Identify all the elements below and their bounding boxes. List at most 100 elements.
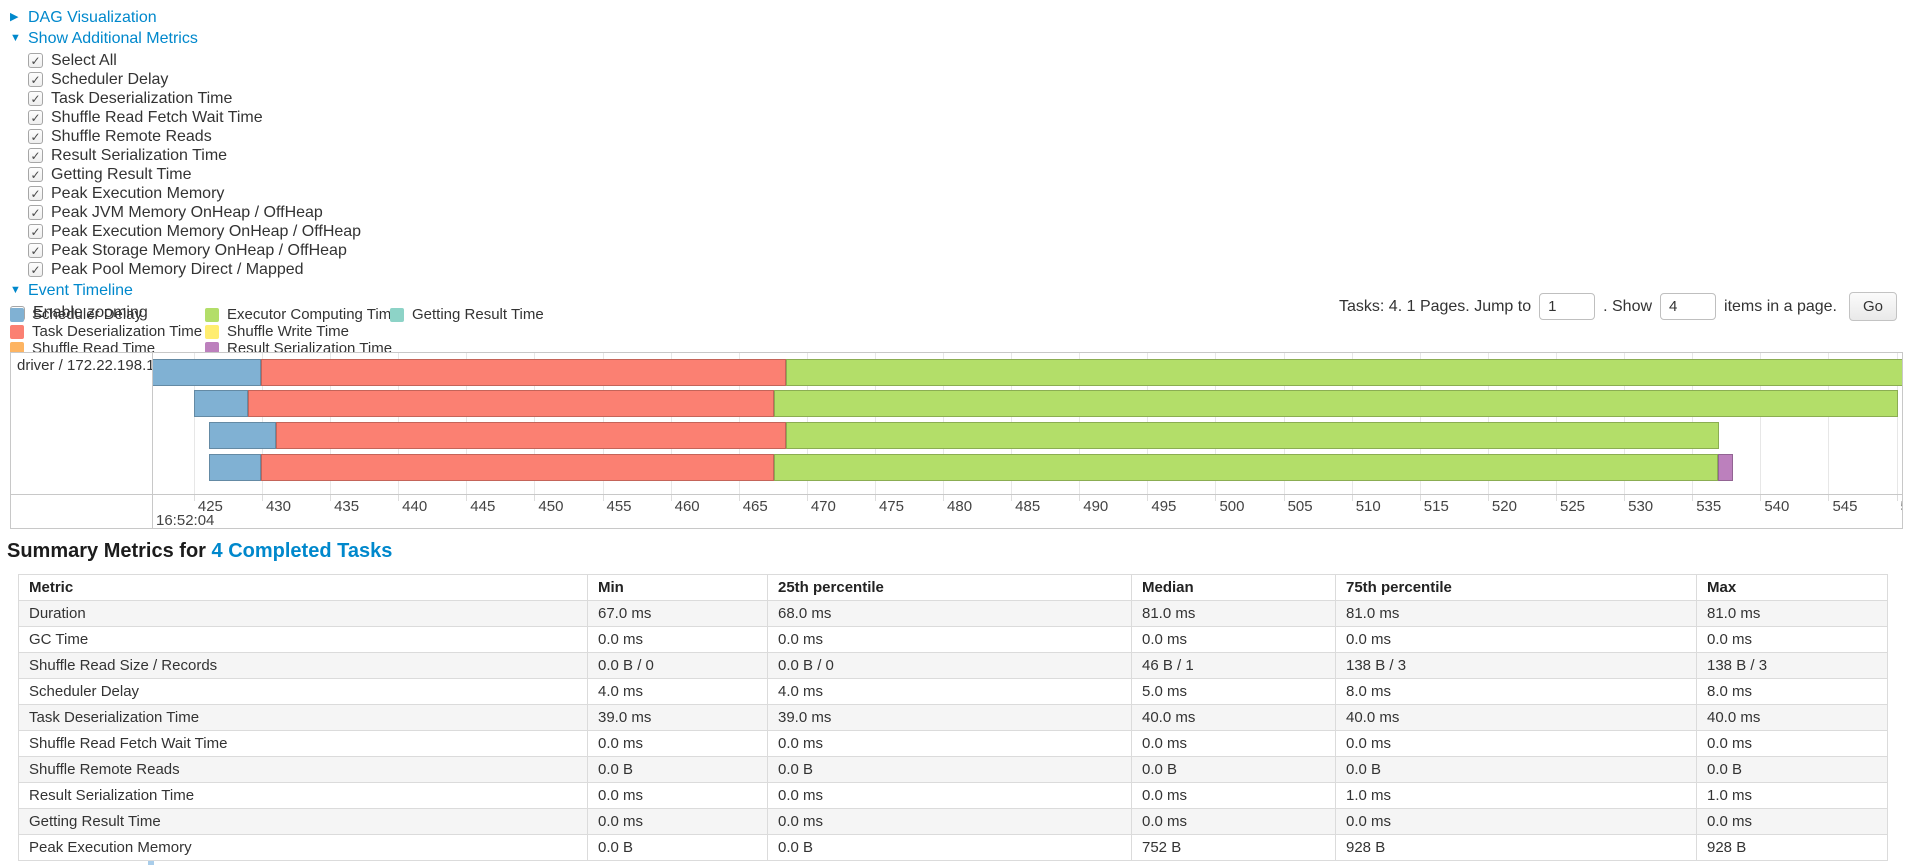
metric-checkbox-item: Peak Execution Memory bbox=[28, 184, 361, 203]
show-additional-metrics-toggle[interactable]: ▼ Show Additional Metrics bbox=[10, 29, 361, 48]
tick-label-455: 455 bbox=[606, 498, 632, 515]
show-additional-metrics-link[interactable]: Show Additional Metrics bbox=[28, 30, 198, 47]
metric-value-cell: 81.0 ms bbox=[1696, 600, 1888, 627]
tick-label-460: 460 bbox=[674, 498, 700, 515]
dag-visualization-toggle[interactable]: ▶ DAG Visualization bbox=[10, 8, 361, 27]
table-row-scheduler-delay: Scheduler Delay 4.0 ms 4.0 ms 5.0 ms 8.0 ms 8… bbox=[18, 678, 1888, 705]
tick-label-550: 550 bbox=[1901, 498, 1902, 515]
segment-scheduler-delay[interactable] bbox=[208, 454, 261, 481]
checkbox-task-deserialization-time[interactable] bbox=[28, 91, 43, 106]
tick-label-505: 505 bbox=[1287, 498, 1313, 515]
jump-to-page-input[interactable] bbox=[1539, 293, 1596, 320]
metric-name-cell: Getting Result Time bbox=[18, 808, 588, 835]
segment-scheduler-delay[interactable] bbox=[193, 390, 249, 417]
enable-zooming-label: Enable zooming bbox=[33, 304, 148, 321]
tick-label-465: 465 bbox=[742, 498, 768, 515]
checkbox-label-peak-pool-memory-direct-mapped: Peak Pool Memory Direct / Mapped bbox=[51, 260, 304, 278]
metric-value-cell: 0.0 ms bbox=[1131, 782, 1336, 809]
tick-label-440: 440 bbox=[402, 498, 428, 515]
metric-value-cell: 752 B bbox=[1131, 834, 1336, 861]
checkbox-peak-jvm-memory-onheap-offheap[interactable] bbox=[28, 205, 43, 220]
metric-value-cell: 40.0 ms bbox=[1335, 704, 1697, 731]
metric-checkbox-item: Peak Execution Memory OnHeap / OffHeap bbox=[28, 222, 361, 241]
tick-label-475: 475 bbox=[878, 498, 904, 515]
table-row-shuffle-read-fetch-wait-time: Shuffle Read Fetch Wait Time 0.0 ms 0.0 ms… bbox=[18, 730, 1888, 757]
items-per-page-input[interactable] bbox=[1660, 293, 1717, 320]
checkbox-select-all[interactable] bbox=[28, 53, 43, 68]
metric-name-cell: Scheduler Delay bbox=[18, 678, 588, 705]
metric-value-cell: 928 B bbox=[1335, 834, 1697, 861]
segment-task-deserialization-time[interactable] bbox=[260, 454, 775, 481]
metric-value-cell: 81.0 ms bbox=[1335, 600, 1697, 627]
metric-value-cell: 8.0 ms bbox=[1335, 678, 1697, 705]
tickmark-505 bbox=[1283, 495, 1285, 501]
event-timeline-toggle[interactable]: ▼ Event Timeline bbox=[10, 281, 361, 300]
gridline-540 bbox=[1760, 353, 1762, 494]
metric-name-cell: Duration bbox=[18, 600, 588, 627]
tick-label-530: 530 bbox=[1628, 498, 1654, 515]
tickmark-475 bbox=[874, 495, 876, 501]
timeline-legend: Scheduler Delay Task Deserialization Time… bbox=[10, 306, 630, 358]
tick-label-435: 435 bbox=[334, 498, 360, 515]
table-row-result-serialization-time: Result Serialization Time 0.0 ms 0.0 ms 0.0… bbox=[18, 782, 1888, 809]
checkbox-getting-result-time[interactable] bbox=[28, 167, 43, 182]
metric-value-cell: 0.0 ms bbox=[1131, 808, 1336, 835]
segment-task-deserialization-time[interactable] bbox=[248, 390, 775, 417]
checkbox-result-serialization-time[interactable] bbox=[28, 148, 43, 163]
metric-name-cell: Task Deserialization Time bbox=[18, 704, 588, 731]
checkbox-scheduler-delay[interactable] bbox=[28, 72, 43, 87]
metric-value-cell: 5.0 ms bbox=[1131, 678, 1336, 705]
checkbox-peak-execution-memory-onheap-offheap[interactable] bbox=[28, 224, 43, 239]
legend-label: Shuffle Write Time bbox=[227, 323, 349, 340]
segment-executor-computing-time[interactable] bbox=[786, 422, 1720, 449]
segment-executor-computing-time[interactable] bbox=[786, 359, 1902, 386]
tickmark-525 bbox=[1556, 495, 1557, 501]
segment-scheduler-delay[interactable] bbox=[208, 422, 276, 449]
collapsed-arrow-icon: ▶ bbox=[10, 11, 19, 23]
segment-task-deserialization-time[interactable] bbox=[260, 359, 787, 386]
legend-column: Scheduler Delay Task Deserialization Time… bbox=[10, 306, 202, 357]
segment-executor-computing-time[interactable] bbox=[774, 454, 1719, 481]
tick-label-545: 545 bbox=[1832, 498, 1858, 515]
segment-scheduler-delay[interactable] bbox=[153, 359, 261, 386]
tick-label-510: 510 bbox=[1355, 498, 1381, 515]
timeline-group-label: driver / 172.22.198.104 bbox=[11, 353, 153, 494]
tickmark-530 bbox=[1624, 495, 1626, 501]
legend-label: Task Deserialization Time bbox=[32, 323, 203, 340]
checkbox-shuffle-remote-reads[interactable] bbox=[28, 129, 43, 144]
completed-tasks-link[interactable]: 4 Completed Tasks bbox=[211, 540, 393, 562]
column-header-75th-percentile: 75th percentile bbox=[1335, 574, 1697, 601]
tick-label-535: 535 bbox=[1696, 498, 1722, 515]
segment-result-serialization-time[interactable] bbox=[1718, 454, 1734, 481]
metric-value-cell: 0.0 ms bbox=[767, 808, 1132, 835]
metric-name-cell: Shuffle Remote Reads bbox=[18, 756, 588, 783]
table-row-task-deserialization-time: Task Deserialization Time 39.0 ms 39.0 ms 4… bbox=[18, 704, 1888, 731]
tick-label-520: 520 bbox=[1491, 498, 1517, 515]
legend-label: Executor Computing Time bbox=[227, 306, 400, 323]
legend-label: Scheduler Delay bbox=[32, 306, 143, 323]
metric-name-cell: Result Serialization Time bbox=[18, 782, 588, 809]
metric-value-cell: 39.0 ms bbox=[767, 704, 1132, 731]
legend-item-getting-result-time: Getting Result Time bbox=[390, 306, 544, 323]
dag-visualization-link[interactable]: DAG Visualization bbox=[28, 9, 157, 26]
event-timeline-link[interactable]: Event Timeline bbox=[28, 282, 133, 299]
checkbox-shuffle-read-fetch-wait-time[interactable] bbox=[28, 110, 43, 125]
tickmark-490 bbox=[1079, 495, 1081, 501]
summary-heading-prefix: Summary Metrics for bbox=[7, 540, 212, 562]
metric-value-cell: 81.0 ms bbox=[1131, 600, 1336, 627]
timeline-axis: 16:52:04 425 430 435 440 445 450 455 460 465 470 4… bbox=[153, 495, 1902, 528]
checkbox-peak-execution-memory[interactable] bbox=[28, 186, 43, 201]
checkbox-peak-storage-memory-onheap-offheap[interactable] bbox=[28, 243, 43, 258]
tickmark-535 bbox=[1692, 495, 1694, 501]
metric-value-cell: 0.0 B / 0 bbox=[767, 652, 1132, 679]
segment-executor-computing-time[interactable] bbox=[774, 390, 1898, 417]
segment-task-deserialization-time[interactable] bbox=[275, 422, 787, 449]
go-button[interactable]: Go bbox=[1848, 292, 1897, 321]
checkbox-peak-pool-memory-direct-mapped[interactable] bbox=[28, 262, 43, 277]
metric-value-cell: 0.0 ms bbox=[587, 626, 768, 653]
checkbox-label-peak-execution-memory: Peak Execution Memory bbox=[51, 184, 225, 202]
tick-label-495: 495 bbox=[1151, 498, 1177, 515]
summary-metrics-heading: Summary Metrics for 4 Completed Tasks bbox=[7, 540, 392, 563]
tick-label-480: 480 bbox=[947, 498, 973, 515]
metric-value-cell: 4.0 ms bbox=[587, 678, 768, 705]
